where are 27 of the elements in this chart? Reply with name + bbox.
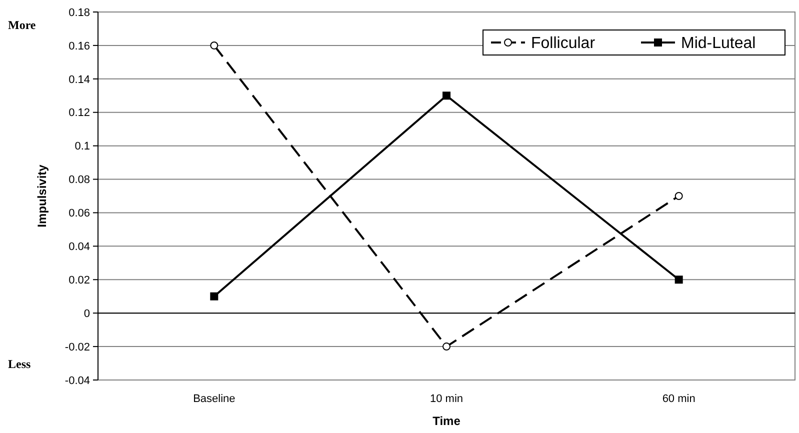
y-tick-label: -0.04 — [64, 374, 90, 387]
y-tick-label: 0.16 — [68, 40, 90, 52]
y-tick-label: 0.12 — [68, 107, 90, 120]
y-tick-label: 0.1 — [74, 140, 90, 153]
point — [210, 292, 218, 300]
y-tick-label: 0 — [84, 308, 90, 320]
x-tick-label: 10 min — [430, 393, 464, 405]
x-tick-label: 60 min — [662, 393, 696, 405]
text: Less — [8, 357, 31, 371]
text: More — [8, 18, 36, 32]
point — [210, 41, 218, 50]
y-tick-label: 0.02 — [68, 274, 90, 286]
x-axis-title: Time — [432, 414, 461, 428]
point — [674, 192, 683, 200]
legend-label: Mid-Luteal — [681, 35, 756, 52]
y-tick-label: 0.14 — [68, 74, 90, 86]
y-axis-title: Impulsivity — [35, 164, 49, 228]
legend-label: Follicular — [531, 35, 596, 52]
y-tick-label: -0.02 — [64, 341, 90, 354]
y-tick-label: 0.06 — [68, 208, 90, 220]
point — [674, 276, 683, 284]
y-tick-label: 0.08 — [68, 174, 90, 186]
x-tick-label: Baseline — [193, 393, 236, 405]
point — [442, 92, 450, 100]
y-tick-label: 0.04 — [68, 241, 90, 254]
y-tick-label: 0.18 — [68, 6, 90, 19]
point — [442, 342, 450, 351]
